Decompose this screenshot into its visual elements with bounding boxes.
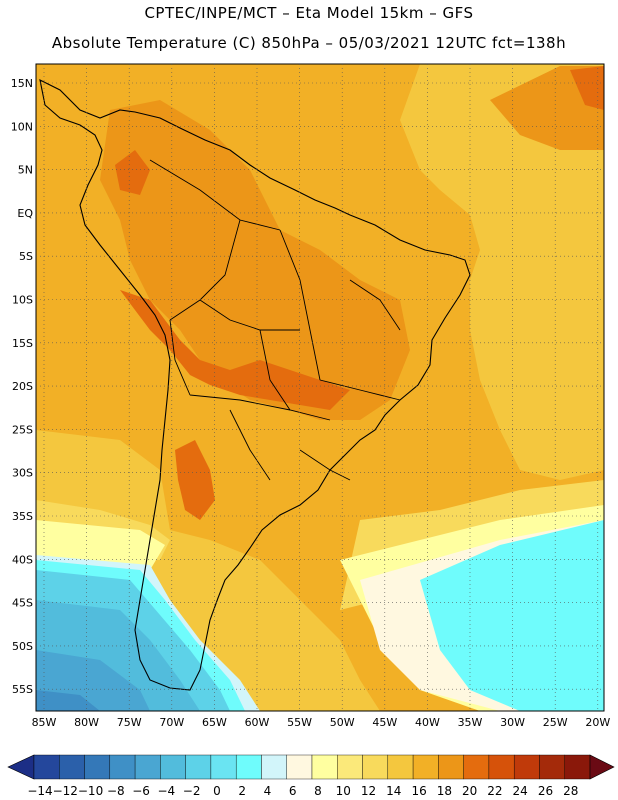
lon-label: 80W	[74, 716, 99, 729]
lat-label: 5N	[18, 164, 33, 177]
colorbar-label: 12	[361, 784, 376, 798]
colorbar-swatch	[311, 754, 338, 780]
lat-label: 15N	[11, 77, 33, 90]
colorbar-label: 16	[411, 784, 426, 798]
lon-label: 30W	[500, 716, 525, 729]
colorbar-swatch	[488, 754, 515, 780]
colorbar: −14 −12 −10 −8 −6 −4 −2 0 2 4 6 8 10 12 14 16 18 20 22 24 26…	[7, 754, 615, 798]
colorbar-swatch	[235, 754, 262, 780]
field-20-22-interior	[120, 290, 350, 410]
lon-label: 70W	[159, 716, 184, 729]
lat-label: 5S	[19, 250, 33, 263]
colorbar-swatch	[185, 754, 212, 780]
colorbar-label: 28	[563, 784, 578, 798]
lat-label: 55S	[12, 683, 33, 696]
lat-label: 45S	[12, 597, 33, 610]
field-20-22-ne-corner	[570, 66, 604, 110]
colorbar-min-arrow	[7, 754, 35, 780]
lat-label: 30S	[12, 467, 33, 480]
colorbar-label: 22	[487, 784, 502, 798]
lat-label: 10S	[12, 294, 33, 307]
colorbar-label: 2	[238, 784, 246, 798]
colorbar-label: 14	[386, 784, 401, 798]
lat-label: 15S	[12, 337, 33, 350]
colorbar-label: 18	[437, 784, 452, 798]
lon-label: 55W	[287, 716, 312, 729]
latitude-axis: 15N 10N 5N EQ 5S 10S 15S 20S 25S 30S 35S 40S 45S 50S 5…	[11, 77, 604, 696]
map-title-line-2: Absolute Temperature (C) 850hPa – 05/03/…	[51, 34, 567, 52]
field-18-20-interior	[100, 100, 410, 420]
field-20-22-northwest	[115, 150, 150, 195]
lat-label: 40S	[12, 553, 33, 566]
colorbar-swatch	[261, 754, 287, 780]
colorbar-label: −14	[27, 784, 52, 798]
lon-label: 50W	[330, 716, 355, 729]
lat-label: 25S	[12, 423, 33, 436]
colorbar-swatch	[412, 754, 439, 780]
colorbar-swatch	[33, 754, 60, 780]
country-borders	[149, 159, 401, 481]
colorbar-label: 26	[538, 784, 553, 798]
colorbar-label: 20	[462, 784, 477, 798]
continent-outline	[39, 79, 471, 691]
field-20-22-argentina	[175, 440, 215, 520]
colorbar-swatch	[362, 754, 389, 780]
colorbar-swatch	[337, 754, 363, 780]
colorbar-label: 24	[513, 784, 528, 798]
colorbar-swatch	[210, 754, 237, 780]
colorbar-label: −2	[183, 784, 201, 798]
field-4-6-ocean	[420, 520, 604, 711]
colorbar-swatch	[539, 754, 565, 780]
lon-label: 35W	[458, 716, 483, 729]
colorbar-swatch	[463, 754, 490, 780]
colorbar-label: 10	[336, 784, 351, 798]
colorbar-label: −4	[158, 784, 176, 798]
colorbar-max-arrow	[589, 754, 615, 780]
colorbar-label: 8	[314, 784, 322, 798]
colorbar-label: −8	[107, 784, 125, 798]
colorbar-label: −10	[78, 784, 103, 798]
field-18-20-ne-corner	[490, 66, 604, 150]
lon-label: 45W	[372, 716, 397, 729]
lat-label: 10N	[11, 120, 33, 133]
lat-label: 35S	[12, 510, 33, 523]
lon-label: 25W	[543, 716, 568, 729]
lon-label: 65W	[202, 716, 227, 729]
colorbar-swatch	[134, 754, 161, 780]
field-14-16-atlantic	[400, 64, 604, 480]
field-minus4-minus2-pacific	[36, 690, 100, 711]
lat-label: 50S	[12, 640, 33, 653]
colorbar-label: 6	[289, 784, 297, 798]
field-10-12-south	[36, 520, 165, 570]
lon-label: 20W	[585, 716, 610, 729]
map-frame	[35, 63, 605, 712]
colorbar-label: 4	[264, 784, 272, 798]
colorbar-swatch	[109, 754, 136, 780]
lon-label: 75W	[117, 716, 142, 729]
colorbar-swatch	[387, 754, 414, 780]
lon-label: 85W	[32, 716, 57, 729]
colorbar-swatch	[160, 754, 186, 780]
longitude-axis: 85W 80W 75W 70W 65W 60W 55W 50W 45W 40W 35W 30W 25W 2…	[32, 64, 610, 729]
colorbar-swatch	[564, 754, 591, 780]
colorbar-swatch	[513, 754, 540, 780]
lat-label: 20S	[12, 380, 33, 393]
colorbar-label: 0	[213, 784, 221, 798]
colorbar-label: −6	[132, 784, 150, 798]
map-title-line-1: CPTEC/INPE/MCT – Eta Model 15km – GFS	[144, 4, 474, 22]
lat-label: EQ	[17, 207, 33, 220]
colorbar-swatch	[59, 754, 85, 780]
colorbar-swatch	[84, 754, 111, 780]
lon-label: 60W	[245, 716, 270, 729]
south-america-coastline	[39, 79, 471, 691]
colorbar-label: −12	[53, 784, 78, 798]
colorbar-swatch	[438, 754, 464, 780]
colorbar-swatch	[286, 754, 313, 780]
lon-label: 40W	[415, 716, 440, 729]
temperature-field	[36, 64, 604, 711]
